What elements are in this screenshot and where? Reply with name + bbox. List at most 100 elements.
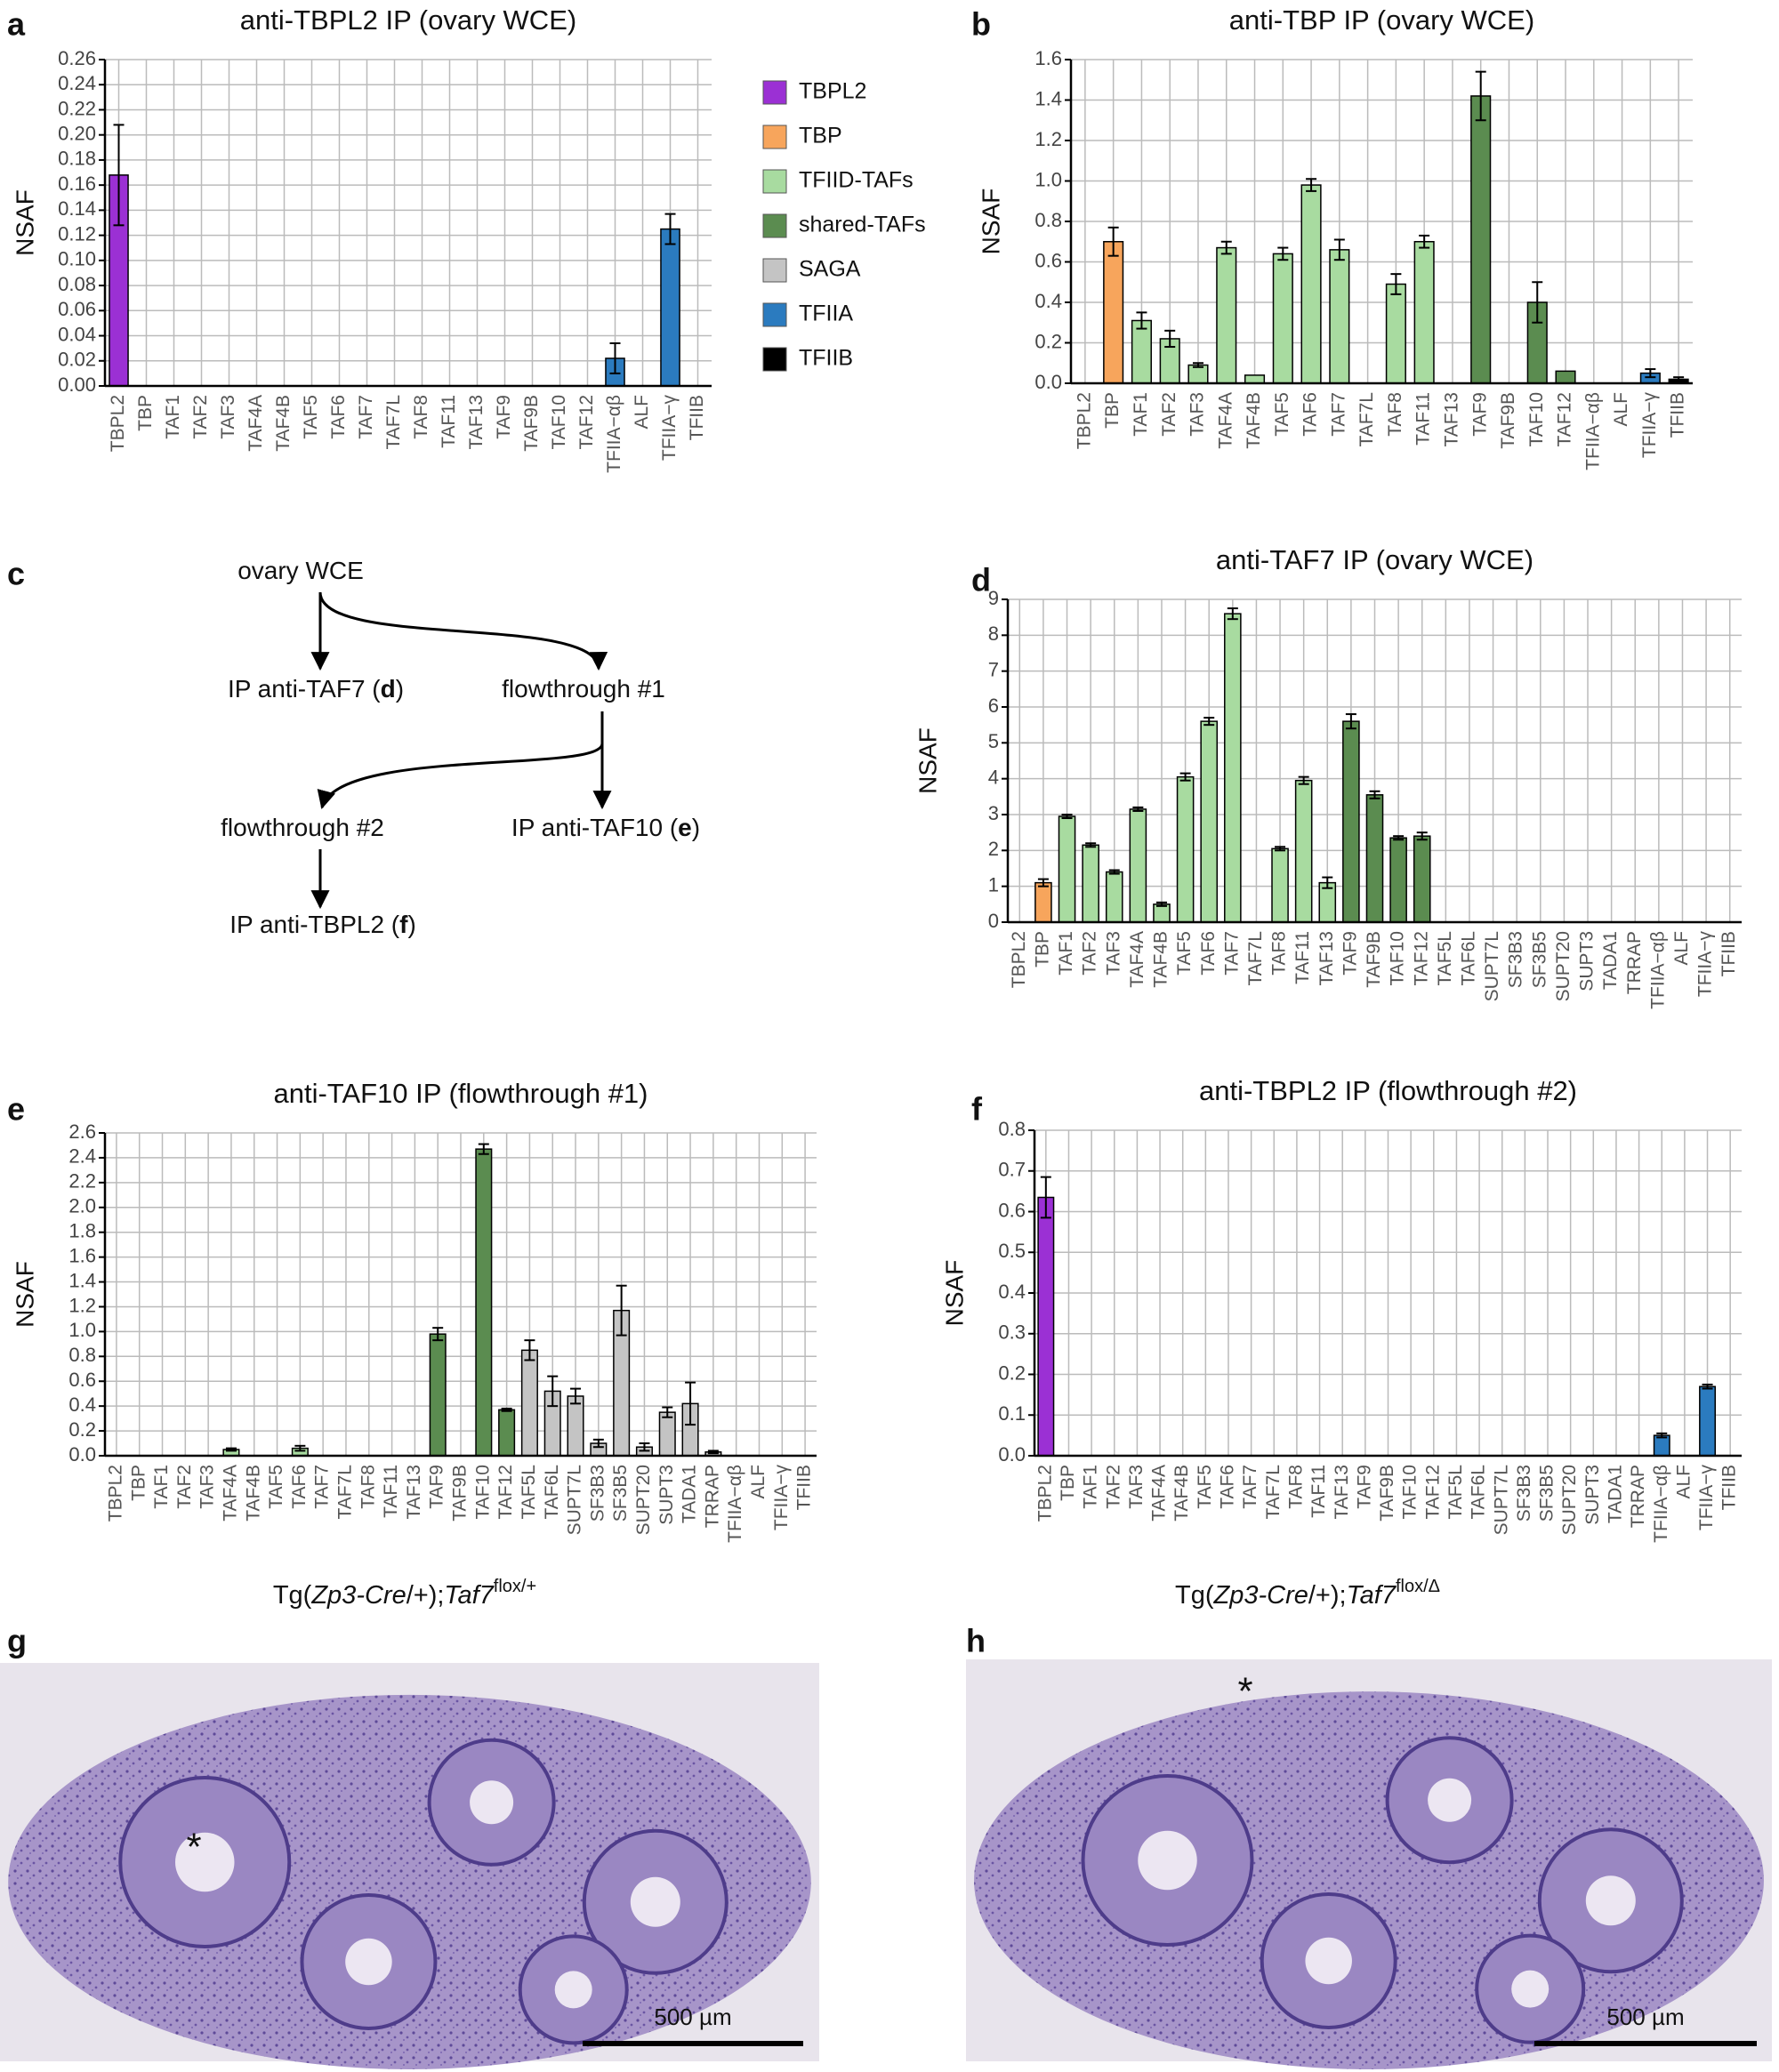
y-tick-label: 3 [988,802,999,824]
x-tick-label: TAF7L [383,395,404,449]
bar [498,1409,516,1457]
x-tick-label: TAF11 [1308,1465,1329,1518]
x-tick-label: TAF10 [1526,392,1547,446]
y-tick-label: 2.2 [68,1170,96,1193]
antrum [1305,1937,1352,1985]
x-tick-label: TAF6 [1300,392,1321,437]
x-tick-label: SUPT3 [1577,931,1598,992]
x-tick-label: TAF13 [1441,392,1461,446]
legend-swatch [762,169,787,194]
x-tick-label: TAF5 [266,1465,286,1509]
x-tick-label: TAF4A [1149,1465,1170,1522]
y-axis-label: NSAF [977,189,1004,255]
x-tick-label: TAF7L [1263,1465,1284,1519]
x-tick-label: TAF2 [1080,931,1100,976]
y-tick-label: 0.1 [998,1402,1026,1425]
y-tick-label: 2.6 [68,1120,96,1143]
x-tick-label: TADA1 [680,1465,700,1523]
y-tick-label: 1.6 [68,1244,96,1266]
antrum [175,1832,235,1892]
x-tick-label: SUPT3 [1582,1465,1603,1525]
x-tick-label: TAF7L [1356,392,1377,446]
y-tick-label: 2.4 [68,1145,96,1168]
bar [1153,903,1171,923]
x-tick-label: TAF1 [151,1465,172,1509]
x-tick-label: TAF3 [197,1465,218,1509]
x-tick-label: TFIIA−αβ [1582,392,1603,470]
x-tick-label: TFIIA−αβ [1651,1465,1671,1543]
flow-node-part: flowthrough #2 [221,814,384,841]
x-tick-label: TAF10 [1400,1465,1421,1519]
legend-label: TBP [799,124,842,149]
title-part: flox/Δ [1396,1577,1440,1596]
x-tick-label: TFIIA−γ [1639,392,1660,459]
x-tick-label: SUPT7L [1491,1465,1511,1535]
x-tick-label: SUPT20 [633,1465,654,1535]
bar [1131,319,1152,384]
bar [1294,779,1313,923]
y-tick-label: 0.02 [58,349,96,371]
y-tick-label: 0.0 [68,1443,96,1466]
x-tick-label: TRRAP [702,1465,722,1528]
flow-node: IP anti-TAF10 (e) [511,814,700,841]
x-tick-label: TAF9 [1340,931,1360,976]
antrum [630,1876,680,1927]
x-tick-label: TBP [135,395,156,431]
x-tick-label: TFIIA−αβ [1647,931,1668,1009]
x-tick-label: TAF8 [1285,1465,1306,1509]
bar [1272,253,1293,384]
x-tick-label: TAF4B [273,395,294,452]
x-tick-label: TAF13 [1332,1465,1352,1519]
flow-node: IP anti-TBPL2 (f) [229,911,416,938]
bar [1385,283,1406,384]
x-tick-label: TAF13 [466,395,487,449]
bar [1470,95,1492,384]
x-tick-label: TAF12 [1422,1465,1443,1519]
bar [1105,871,1123,923]
x-tick-label: TFIIB [1719,931,1739,976]
y-tick-label: 0.6 [998,1199,1026,1221]
x-tick-label: TAF4A [220,1465,240,1522]
x-tick-label: TAF2 [1159,392,1179,437]
panel-label: g [7,1623,27,1659]
y-tick-label: 0.5 [998,1240,1026,1262]
x-tick-label: TAF7L [335,1465,356,1519]
chart-title: anti-TAF10 IP (flowthrough #1) [274,1078,648,1109]
x-tick-label: TFIIB [1668,392,1688,438]
x-tick-label: TAF2 [190,395,211,439]
x-tick-label: TBP [1102,392,1123,429]
x-tick-label: TBPL2 [1009,931,1029,988]
x-tick-label: TAF3 [218,395,238,439]
x-tick-label: TBPL2 [1074,392,1094,449]
asterisk: * [186,1826,201,1869]
legend-label: TFIID-TAFs [799,168,914,193]
x-tick-label: TAF5 [301,395,321,439]
y-tick-label: 0.2 [68,1418,96,1441]
x-tick-label: TAF6L [1469,1465,1489,1519]
histology-title: Tg(Zp3-Cre/+);Taf7flox/Δ [1175,1577,1440,1609]
y-tick-label: 1.4 [68,1269,96,1291]
legend-label: SAGA [799,257,861,282]
bar [1342,720,1360,923]
y-axis-label: NSAF [11,1261,38,1328]
bar [660,228,680,387]
flow-node: flowthrough #2 [221,814,384,841]
y-tick-label: 2.0 [68,1195,96,1217]
y-tick-label: 1.0 [68,1319,96,1341]
y-tick-label: 0.22 [58,97,96,119]
y-tick-label: 0.8 [998,1118,1026,1140]
x-tick-label: TAF7 [356,395,376,439]
x-tick-label: TAF8 [1385,392,1405,437]
flow-node-part: IP anti-TAF10 ( [511,814,679,841]
x-tick-label: TAF3 [1126,1465,1147,1509]
y-tick-label: 1.2 [68,1294,96,1316]
bar [1082,844,1099,923]
legend-label: TFIIA [799,301,853,326]
panel-label: f [971,1091,983,1128]
x-tick-label: TAF5L [1445,1465,1466,1519]
y-tick-label: 1 [988,873,999,895]
x-tick-label: TAF9B [1377,1465,1397,1522]
x-tick-label: TAF6L [1458,931,1478,985]
x-tick-label: TFIIA−γ [659,395,680,462]
x-tick-label: SF3B3 [1514,1465,1534,1522]
